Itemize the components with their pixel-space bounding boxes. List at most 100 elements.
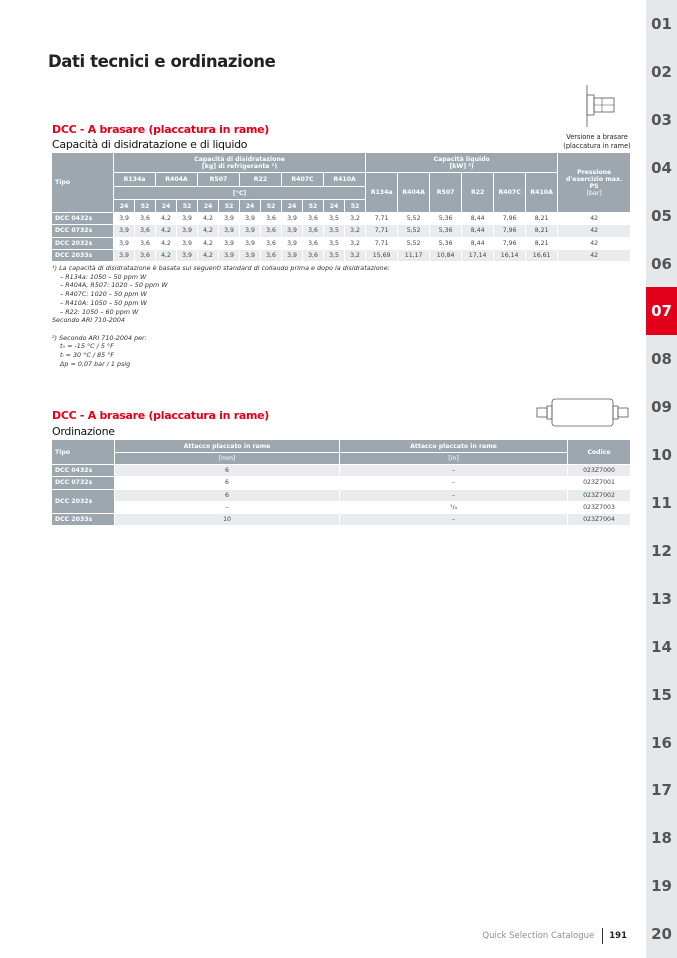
header-codice: Codice — [567, 439, 631, 465]
table-row: DCC 0732s 3,9 3,6 4,2 3,9 4,2 3,9 3,9 3,6 3,9 3,6 3… — [51, 224, 632, 238]
footnote-line: – R407C: 1020 – 50 ppm W — [60, 290, 147, 299]
cell-in: ¹/₄ — [339, 500, 568, 515]
footnote-line — [52, 325, 390, 334]
footer: Quick Selection Catalogue 191 — [482, 928, 627, 944]
chapter-tab-08[interactable]: 08 — [651, 350, 672, 369]
header-refrigerant: R404A — [155, 172, 198, 187]
header-liquid-refrigerant: R22 — [461, 172, 495, 213]
cell-dehydration: 3,6 — [134, 224, 156, 238]
cell-in: – — [339, 513, 568, 527]
chapter-tab-04[interactable]: 04 — [651, 158, 672, 177]
chapter-tab-07[interactable]: 07 — [646, 287, 677, 336]
table-row: DCC 2033s 3,9 3,6 4,2 3,9 4,2 3,9 3,9 3,6 3,9 3,6 3… — [51, 248, 632, 263]
cell-dehydration: 3,9 — [281, 236, 303, 250]
footnote-line: – R22: 1050 – 60 ppm W — [60, 307, 139, 316]
cell-dehydration: 3,9 — [218, 224, 240, 238]
chapter-tab-13[interactable]: 13 — [651, 589, 672, 608]
header-temp: 24 — [197, 199, 219, 213]
header-temp: 52 — [343, 199, 367, 213]
cell-dehydration: 3,6 — [134, 211, 156, 226]
cell-in: – — [339, 488, 568, 502]
chapter-tab-03[interactable]: 03 — [651, 110, 672, 129]
cell-tipo: DCC 0732s — [51, 476, 115, 490]
header-mm: Attacco placcato in rame — [114, 439, 340, 453]
chapter-tab-11[interactable]: 11 — [651, 494, 672, 512]
cell-liquid: 11,17 — [397, 248, 431, 263]
cell-tipo: DCC 2033s — [51, 513, 115, 527]
chapter-tab-19[interactable]: 19 — [651, 877, 672, 896]
cell-dehydration: 3,9 — [239, 224, 261, 238]
cell-dehydration: 3,6 — [302, 211, 324, 226]
table-row: DCC 0432s 3,9 3,6 4,2 3,9 4,2 3,9 3,9 3,6 3,9 3,6 3… — [51, 211, 632, 226]
header-temp: 52 — [218, 199, 240, 213]
cell-dehydration: 3,6 — [302, 248, 324, 263]
chapter-tab-18[interactable]: 18 — [651, 829, 672, 848]
header-temp: 24 — [155, 199, 177, 213]
cell-liquid: 5,52 — [397, 224, 431, 238]
chapter-tab-14[interactable]: 14 — [651, 637, 672, 656]
header-liquid-refrigerant: R404A — [397, 172, 431, 213]
header-temp: 52 — [260, 199, 282, 213]
header-in: Attacco placcato in rame — [339, 439, 568, 453]
cell-liquid: 8,21 — [525, 211, 559, 226]
cell-dehydration: 3,6 — [260, 248, 282, 263]
filter-drier-drawing — [536, 398, 629, 427]
chapter-tab-09[interactable]: 09 — [651, 398, 672, 417]
chapter-tab-05[interactable]: 05 — [651, 206, 672, 225]
cell-mm: 10 — [114, 513, 340, 527]
cell-codice: 023Z7003 — [567, 500, 631, 515]
cell-codice: 023Z7000 — [567, 463, 631, 478]
cell-dehydration: 3,6 — [302, 224, 324, 238]
cell-liquid: 10,84 — [429, 248, 463, 263]
cell-dehydration: 3,9 — [239, 248, 261, 263]
chapter-tab-17[interactable]: 17 — [651, 781, 672, 800]
cell-liquid: 5,52 — [397, 211, 431, 226]
cell-dehydration: 4,2 — [155, 224, 177, 238]
header-liquid-refrigerant: R410A — [525, 172, 559, 213]
footnote-line: ²) Secondo ARI 710-2004 per: — [52, 333, 147, 342]
header-tipo: Tipo — [51, 439, 115, 465]
hp2: d'esercizio max. — [565, 175, 623, 183]
cell-dehydration: 4,2 — [197, 224, 219, 238]
cell-dehydration: 3,2 — [343, 211, 367, 226]
cell-liquid: 5,36 — [429, 224, 463, 238]
cell-liquid: 8,44 — [461, 211, 495, 226]
cell-dehydration: 3,9 — [176, 236, 198, 250]
cell-dehydration: 4,2 — [155, 236, 177, 250]
ordering-table: Tipo Attacco placcato in rame Attacco pl… — [51, 439, 631, 527]
cell-dehydration: 4,2 — [197, 236, 219, 250]
header-pressure: Pressione d'esercizio max. PS [bar] — [557, 152, 632, 213]
chapter-tab-06[interactable]: 06 — [651, 254, 672, 273]
hp4: [bar] — [586, 189, 602, 197]
cell-dehydration: 4,2 — [155, 211, 177, 226]
header-temp-unit: [°C] — [112, 186, 367, 200]
chapter-tab-12[interactable]: 12 — [651, 541, 672, 560]
table-row: DCC 0432s 6–023Z7000 — [51, 463, 631, 478]
cell-liquid: 7,96 — [493, 236, 527, 250]
cell-mm: 6 — [114, 463, 340, 478]
chapter-tab-10[interactable]: 10 — [651, 446, 672, 465]
header-liquid-refrigerant: R507 — [429, 172, 463, 213]
cell-mm: – — [114, 500, 340, 515]
cell-dehydration: 3,9 — [239, 211, 261, 226]
header-refrigerant: R22 — [239, 172, 282, 187]
image-caption: Versione a brasare (placcatura in rame) — [552, 133, 642, 150]
chapter-tab-02[interactable]: 02 — [651, 62, 672, 81]
header-in-unit: [in] — [339, 452, 568, 465]
cell-pressure: 42 — [557, 211, 632, 226]
header-dehyd-line2: [kg] di refrigerante ¹) — [201, 162, 278, 170]
header-temp: 24 — [281, 199, 303, 213]
chapter-tab-20[interactable]: 20 — [651, 925, 672, 944]
cell-dehydration: 3,9 — [218, 248, 240, 263]
cell-dehydration: 3,5 — [323, 248, 345, 263]
cell-codice: 023Z7004 — [567, 513, 631, 527]
chapter-tab-01[interactable]: 01 — [651, 15, 672, 33]
cell-liquid: 7,71 — [365, 224, 399, 238]
cell-dehydration: 3,9 — [113, 248, 135, 263]
cell-dehydration: 4,2 — [155, 248, 177, 263]
cell-dehydration: 3,9 — [281, 248, 303, 263]
chapter-tab-15[interactable]: 15 — [651, 685, 672, 704]
cell-liquid: 8,21 — [525, 224, 559, 238]
chapter-tab-16[interactable]: 16 — [651, 733, 672, 752]
footnote-line: Secondo ARI 710-2004 — [52, 316, 125, 325]
